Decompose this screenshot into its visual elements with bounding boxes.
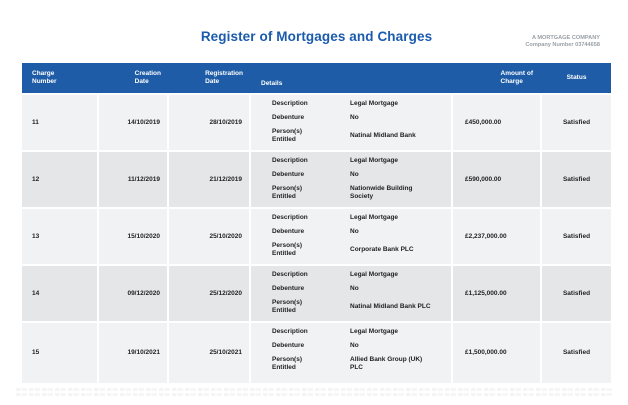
detail-label-description: Description <box>272 157 308 164</box>
detail-value-debenture: No <box>350 342 359 349</box>
footer-fine-print-line <box>16 393 612 396</box>
detail-value-persons-entitled: Nationwide Building Society <box>350 185 413 200</box>
detail-label-description: Description <box>272 214 308 221</box>
detail-label-persons-entitled: Person(s) Entitled <box>272 185 302 200</box>
detail-label-debenture: Debenture <box>272 171 305 178</box>
cell-status: Satisfied <box>542 152 611 207</box>
cell-creation-date: 11/12/2019 <box>99 152 167 207</box>
header-amount-of-charge: Amount of Charge <box>500 70 534 85</box>
cell-charge-number: 11 <box>22 95 97 150</box>
cell-registration-date: 25/12/2020 <box>169 266 249 321</box>
detail-value-persons-entitled: Allied Bank Group (UK) PLC <box>350 356 423 371</box>
header-charge-number: Charge Number <box>32 70 57 85</box>
company-number: Company Number 03744658 <box>525 42 600 48</box>
detail-label-persons-entitled: Person(s) Entitled <box>272 299 302 314</box>
detail-value-debenture: No <box>350 285 359 292</box>
cell-registration-date: 28/10/2019 <box>169 95 249 150</box>
cell-amount-of-charge: £2,237,000.00 <box>453 209 540 264</box>
footer-fine-print-line <box>16 388 612 391</box>
cell-status: Satisfied <box>542 95 611 150</box>
table-body: 11 14/10/2019 28/10/2019 Description Lega… <box>22 95 611 383</box>
cell-amount-of-charge: £450,000.00 <box>453 95 540 150</box>
page-title: Register of Mortgages and Charges <box>200 29 433 44</box>
cell-amount-of-charge: £1,125,000.00 <box>453 266 540 321</box>
detail-label-description: Description <box>272 328 308 335</box>
detail-label-persons-entitled: Person(s) Entitled <box>272 356 302 371</box>
cell-charge-number: 13 <box>22 209 97 264</box>
cell-registration-date: 25/10/2021 <box>169 323 249 383</box>
detail-value-debenture: No <box>350 228 359 235</box>
cell-status: Satisfied <box>542 266 611 321</box>
detail-value-description: Legal Mortgage <box>350 328 399 335</box>
header-status: Status <box>566 74 587 81</box>
header-registration-date: Registration Date <box>205 70 243 85</box>
header-details: Details <box>261 80 283 87</box>
cell-details: Description Legal Mortgage Debenture No Pe… <box>251 152 451 207</box>
detail-value-persons-entitled: Corporate Bank PLC <box>350 246 414 253</box>
table-header-row: Charge Number Creation Date Registration… <box>22 63 611 93</box>
cell-status: Satisfied <box>542 209 611 264</box>
detail-label-debenture: Debenture <box>272 285 305 292</box>
cell-registration-date: 21/12/2019 <box>169 152 249 207</box>
cell-details: Description Legal Mortgage Debenture No Pe… <box>251 209 451 264</box>
cell-creation-date: 15/10/2020 <box>99 209 167 264</box>
cell-registration-date: 25/10/2020 <box>169 209 249 264</box>
company-name: A MORTGAGE COMPANY <box>531 35 600 41</box>
cell-charge-number: 14 <box>22 266 97 321</box>
cell-details: Description Legal Mortgage Debenture No Pe… <box>251 95 451 150</box>
detail-label-debenture: Debenture <box>272 342 305 349</box>
detail-value-description: Legal Mortgage <box>350 271 399 278</box>
cell-charge-number: 15 <box>22 323 97 383</box>
detail-value-description: Legal Mortgage <box>350 157 399 164</box>
detail-label-debenture: Debenture <box>272 228 305 235</box>
charges-table: Charge Number Creation Date Registration… <box>22 63 611 383</box>
detail-label-debenture: Debenture <box>272 114 305 121</box>
detail-value-description: Legal Mortgage <box>350 214 399 221</box>
detail-value-description: Legal Mortgage <box>350 100 399 107</box>
detail-label-persons-entitled: Person(s) Entitled <box>272 128 302 143</box>
cell-amount-of-charge: £590,000.00 <box>453 152 540 207</box>
cell-details: Description Legal Mortgage Debenture No Pe… <box>251 323 451 383</box>
cell-creation-date: 09/12/2020 <box>99 266 167 321</box>
cell-creation-date: 14/10/2019 <box>99 95 167 150</box>
detail-value-debenture: No <box>350 114 359 121</box>
detail-value-persons-entitled: Natinal Midland Bank <box>350 132 416 139</box>
cell-creation-date: 19/10/2021 <box>99 323 167 383</box>
footer-fine-print <box>16 388 612 397</box>
detail-label-description: Description <box>272 100 308 107</box>
detail-label-persons-entitled: Person(s) Entitled <box>272 242 302 257</box>
cell-amount-of-charge: £1,500,000.00 <box>453 323 540 383</box>
detail-label-description: Description <box>272 271 308 278</box>
detail-value-persons-entitled: Natinal Midland Bank PLC <box>350 303 431 310</box>
detail-value-debenture: No <box>350 171 359 178</box>
company-info: A MORTGAGE COMPANY Company Number 037446… <box>525 35 600 49</box>
cell-status: Satisfied <box>542 323 611 383</box>
header-creation-date: Creation Date <box>134 70 161 85</box>
cell-charge-number: 12 <box>22 152 97 207</box>
cell-details: Description Legal Mortgage Debenture No Pe… <box>251 266 451 321</box>
